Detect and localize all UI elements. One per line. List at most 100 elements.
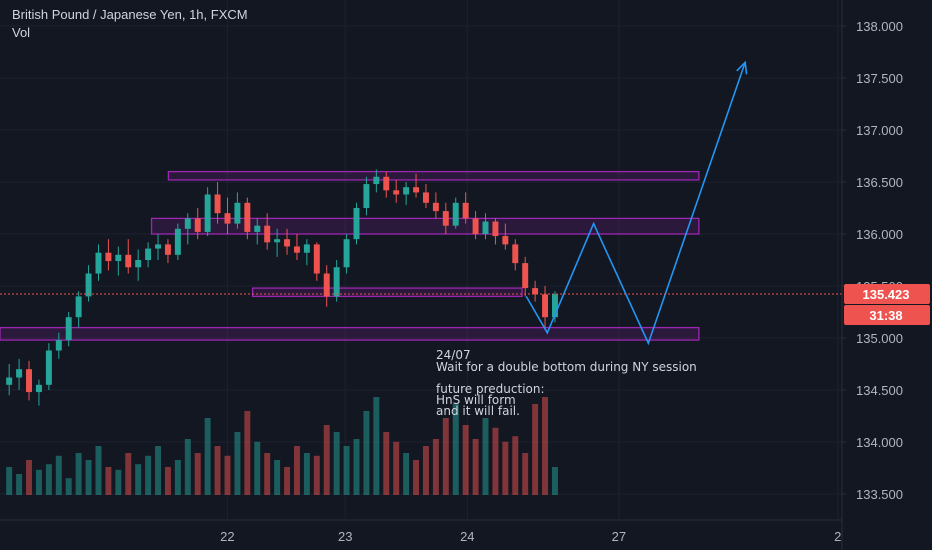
price-tick-label: 134.000 [856, 435, 903, 450]
volume-bar [422, 446, 429, 495]
volume-bar [502, 441, 509, 495]
volume-bar [393, 441, 400, 495]
volume-bar [413, 460, 420, 495]
volume-bar [403, 453, 410, 495]
volume-bar [135, 464, 142, 495]
candle-body [224, 213, 231, 224]
price-axis[interactable]: 138.000137.500137.000136.500136.000135.5… [841, 0, 932, 550]
date-tick-label: 22 [220, 529, 234, 544]
volume-bar [293, 446, 300, 495]
volume-bar [512, 436, 519, 495]
candle-body [16, 369, 23, 378]
candle-body [293, 246, 300, 253]
volume-bar [333, 432, 340, 495]
candle-body [244, 202, 251, 232]
chart-legend: British Pound / Japanese Yen, 1h, FXCM V… [12, 6, 248, 42]
price-tick-label: 134.500 [856, 383, 903, 398]
candle-body [492, 221, 499, 237]
volume-bar [115, 469, 122, 495]
candle-body [125, 254, 132, 268]
candlestick-series [6, 169, 558, 406]
volume-bar [323, 425, 330, 495]
candle-body [85, 273, 92, 297]
candle-body [353, 208, 360, 240]
price-badges: 135.423 31:38 [844, 284, 930, 326]
candle-body [313, 244, 320, 274]
last-price-text: 135.423 [863, 287, 910, 302]
volume-bar [264, 453, 271, 495]
candle-body [155, 244, 162, 249]
candle-body [115, 254, 122, 262]
volume-bar [45, 464, 52, 495]
candle-body [184, 218, 191, 229]
volume-bar [6, 467, 13, 495]
candle-body [6, 377, 13, 385]
candle-body [413, 187, 420, 193]
candle-body [422, 192, 429, 203]
volume-bar [234, 432, 241, 495]
volume-bar [16, 474, 23, 495]
volume-bar [542, 397, 549, 495]
candle-body [35, 384, 42, 393]
candle-body [482, 221, 489, 234]
volume-bars [6, 397, 558, 495]
volume-bar [184, 439, 191, 495]
volume-bar [105, 467, 112, 495]
volume-bar [462, 425, 469, 495]
projection-path[interactable] [525, 60, 748, 346]
countdown-text: 31:38 [869, 308, 902, 323]
candle-body [135, 260, 142, 268]
candle-body [343, 239, 350, 268]
support-resistance-zones[interactable] [0, 170, 700, 341]
volume-bar [164, 467, 171, 495]
candle-body [204, 194, 211, 232]
candle-body [145, 248, 152, 260]
volume-bar [373, 397, 380, 495]
candle-body [75, 296, 82, 318]
price-tick-label: 137.500 [856, 71, 903, 86]
candle-body [264, 225, 271, 243]
symbol-title[interactable]: British Pound / Japanese Yen, 1h, FXCM [12, 7, 248, 22]
candle-body [373, 176, 380, 185]
projection-arrowhead [736, 60, 748, 75]
date-tick-label: 27 [612, 529, 626, 544]
volume-bar [65, 478, 72, 495]
volume-label[interactable]: Vol [12, 25, 31, 40]
candle-body [45, 350, 52, 385]
zone-rect [251, 287, 523, 298]
volume-bar [284, 467, 291, 495]
candle-body [333, 267, 340, 297]
candle-body [442, 211, 449, 226]
annotation-future-line2: and it will fail. [436, 404, 520, 418]
volume-bar [35, 469, 42, 495]
price-axis-bg [842, 0, 932, 550]
price-tick-label: 136.000 [856, 227, 903, 242]
candle-body [95, 252, 102, 274]
candle-body [522, 263, 529, 289]
candle-body [472, 218, 479, 234]
annotation-text: Wait for a double bottom during NY sessi… [436, 360, 697, 374]
volume-bar [313, 455, 320, 495]
volume-bar [343, 446, 350, 495]
volume-bar [353, 439, 360, 495]
volume-bar [432, 439, 439, 495]
time-axis[interactable]: 22 23 24 27 2 [0, 519, 842, 544]
price-tick-label: 135.000 [856, 331, 903, 346]
volume-bar [472, 439, 479, 495]
candle-body [393, 190, 400, 195]
volume-bar [95, 446, 102, 495]
volume-bar [274, 460, 281, 495]
volume-bar [55, 455, 62, 495]
volume-bar [174, 460, 181, 495]
price-tick-label: 137.000 [856, 123, 903, 138]
candle-body [532, 288, 539, 295]
projection-line [525, 62, 746, 346]
candle-body [363, 184, 370, 208]
candle-body [512, 244, 519, 264]
date-tick-label: 2 [834, 529, 841, 544]
candle-body [403, 187, 410, 195]
volume-bar [224, 455, 231, 495]
countdown-badge [844, 305, 930, 326]
